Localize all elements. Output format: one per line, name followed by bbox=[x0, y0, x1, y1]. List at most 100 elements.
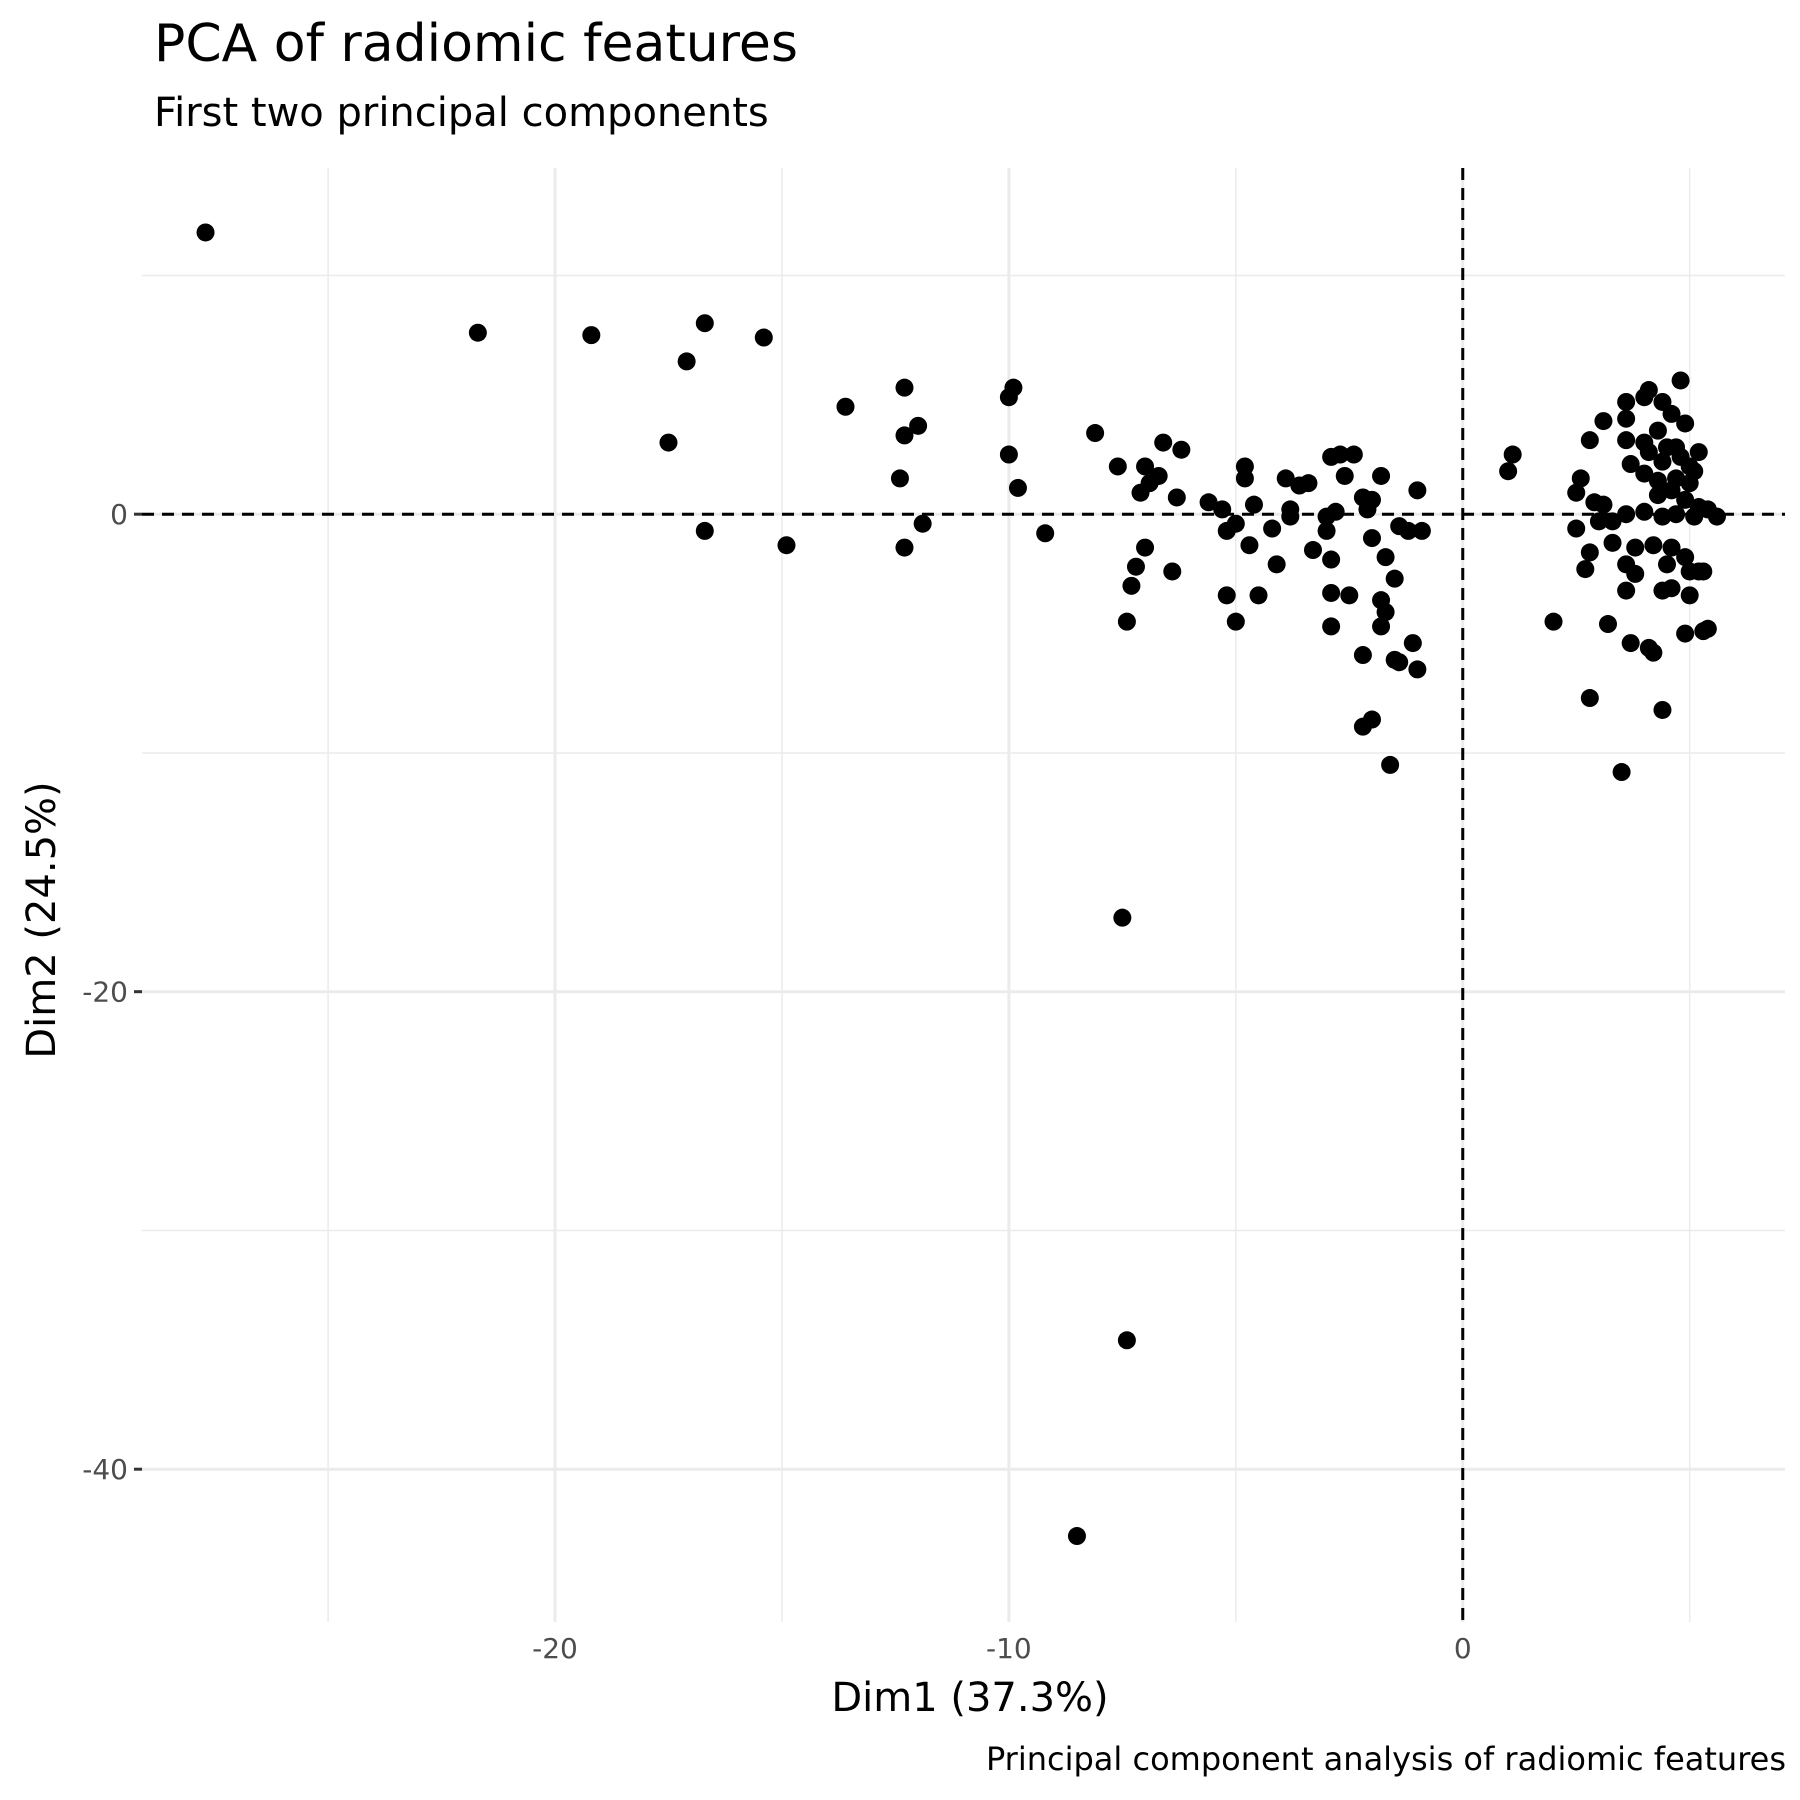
data-point bbox=[1680, 586, 1699, 605]
data-point bbox=[1594, 412, 1613, 431]
data-point bbox=[1126, 557, 1145, 576]
data-point bbox=[1299, 474, 1318, 493]
data-point bbox=[1122, 576, 1141, 595]
data-point bbox=[1617, 392, 1636, 411]
data-point bbox=[1544, 612, 1563, 631]
data-point bbox=[777, 536, 796, 555]
data-point bbox=[1217, 586, 1236, 605]
data-point bbox=[1322, 550, 1341, 569]
data-point bbox=[1008, 478, 1027, 497]
data-point bbox=[1267, 555, 1286, 574]
data-point bbox=[1499, 462, 1518, 481]
data-point bbox=[1322, 583, 1341, 602]
data-point bbox=[1676, 490, 1695, 509]
data-point bbox=[1698, 619, 1717, 638]
data-point bbox=[1362, 529, 1381, 548]
data-point bbox=[1067, 1527, 1086, 1546]
data-point bbox=[1303, 541, 1322, 560]
data-point bbox=[1676, 414, 1695, 433]
data-point bbox=[1612, 763, 1631, 782]
chart-title: PCA of radiomic features bbox=[154, 14, 798, 74]
data-point bbox=[1653, 507, 1672, 526]
data-point bbox=[1662, 404, 1681, 423]
chart-subtitle: First two principal components bbox=[154, 90, 769, 136]
data-point bbox=[1667, 438, 1686, 457]
data-point bbox=[1694, 562, 1713, 581]
data-point bbox=[1617, 581, 1636, 600]
data-point bbox=[754, 328, 773, 347]
data-point bbox=[1167, 488, 1186, 507]
data-point bbox=[1117, 1331, 1136, 1350]
x-tick-label: -20 bbox=[532, 1632, 578, 1665]
data-point bbox=[468, 323, 487, 342]
data-point bbox=[1322, 617, 1341, 636]
data-point bbox=[1580, 431, 1599, 450]
data-point bbox=[1385, 569, 1404, 588]
data-point bbox=[1317, 521, 1336, 540]
x-axis-label: Dim1 (37.3%) bbox=[831, 1675, 1109, 1721]
data-point bbox=[1086, 424, 1105, 443]
data-point bbox=[1263, 519, 1282, 538]
data-point bbox=[1403, 634, 1422, 653]
x-tick-label: 0 bbox=[1454, 1632, 1472, 1665]
data-point bbox=[999, 388, 1018, 407]
data-point bbox=[1603, 533, 1622, 552]
data-point bbox=[1399, 521, 1418, 540]
data-point bbox=[1117, 612, 1136, 631]
data-point bbox=[1503, 445, 1522, 464]
data-point bbox=[582, 326, 601, 345]
data-point bbox=[1281, 507, 1300, 526]
data-point bbox=[1240, 536, 1259, 555]
data-point bbox=[895, 378, 914, 397]
data-point bbox=[895, 538, 914, 557]
data-point bbox=[1567, 483, 1586, 502]
data-point bbox=[1226, 612, 1245, 631]
data-point bbox=[1036, 524, 1055, 543]
data-point bbox=[1571, 469, 1590, 488]
data-point bbox=[695, 314, 714, 333]
data-point bbox=[1372, 617, 1391, 636]
data-point bbox=[1326, 502, 1345, 521]
data-point bbox=[1657, 555, 1676, 574]
data-point bbox=[1648, 421, 1667, 440]
data-point bbox=[913, 514, 932, 533]
data-point bbox=[1580, 543, 1599, 562]
data-point bbox=[1589, 512, 1608, 531]
data-point bbox=[659, 433, 678, 452]
data-point bbox=[1390, 653, 1409, 672]
data-point bbox=[1639, 443, 1658, 462]
data-point bbox=[677, 352, 696, 371]
data-point bbox=[1626, 564, 1645, 583]
data-point bbox=[1358, 500, 1377, 519]
data-point bbox=[1235, 469, 1254, 488]
data-point bbox=[1344, 445, 1363, 464]
data-point bbox=[1635, 502, 1654, 521]
data-point bbox=[1408, 660, 1427, 679]
data-point bbox=[196, 223, 215, 242]
data-point bbox=[1408, 481, 1427, 500]
data-point bbox=[1340, 586, 1359, 605]
data-point bbox=[1163, 562, 1182, 581]
data-point bbox=[1276, 469, 1295, 488]
data-point bbox=[695, 521, 714, 540]
data-point bbox=[1689, 443, 1708, 462]
data-point bbox=[1381, 755, 1400, 774]
data-point bbox=[1594, 495, 1613, 514]
data-point bbox=[1213, 500, 1232, 519]
data-point bbox=[895, 426, 914, 445]
data-point bbox=[1172, 440, 1191, 459]
data-point bbox=[1635, 464, 1654, 483]
data-point bbox=[1376, 603, 1395, 622]
data-point bbox=[1653, 700, 1672, 719]
data-point bbox=[1580, 689, 1599, 708]
data-point bbox=[1621, 634, 1640, 653]
data-point bbox=[1226, 514, 1245, 533]
data-point bbox=[1136, 457, 1155, 476]
x-tick-label: -10 bbox=[986, 1632, 1032, 1665]
y-tick-label: -40 bbox=[82, 1453, 128, 1486]
data-point bbox=[1617, 431, 1636, 450]
data-point bbox=[1598, 615, 1617, 634]
data-point bbox=[1335, 466, 1354, 485]
data-point bbox=[1676, 548, 1695, 567]
